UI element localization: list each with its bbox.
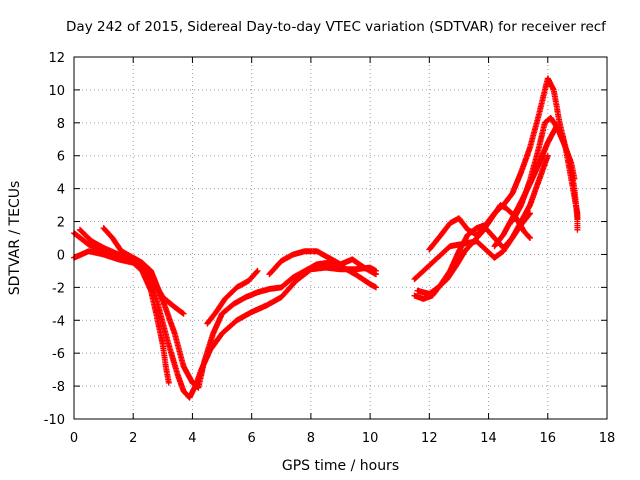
x-tick-label: 0 bbox=[70, 431, 78, 446]
y-tick-label: 6 bbox=[57, 150, 65, 165]
x-tick-label: 18 bbox=[599, 431, 616, 446]
y-tick-label: 0 bbox=[57, 248, 65, 263]
x-axis-label: GPS time / hours bbox=[282, 458, 399, 474]
y-tick-label: 2 bbox=[57, 216, 65, 231]
y-tick-label: 10 bbox=[48, 84, 65, 99]
y-tick-label: -2 bbox=[52, 281, 65, 296]
plus-markers bbox=[266, 248, 379, 278]
y-tick-label: -10 bbox=[44, 413, 65, 428]
y-tick-label: -8 bbox=[52, 380, 65, 395]
plus-markers bbox=[204, 267, 261, 327]
y-tick-label: -6 bbox=[52, 347, 65, 362]
plus-markers bbox=[509, 114, 581, 225]
y-tick-label: 12 bbox=[48, 51, 65, 66]
x-tick-label: 8 bbox=[307, 431, 315, 446]
series-arc12 bbox=[509, 114, 581, 225]
plus-markers bbox=[76, 226, 187, 317]
x-tick-label: 4 bbox=[188, 431, 196, 446]
y-tick-label: 4 bbox=[57, 183, 65, 198]
series-arc3 bbox=[76, 226, 187, 317]
plus-markers bbox=[100, 225, 379, 391]
series-arc4 bbox=[100, 225, 379, 391]
grid-lines bbox=[74, 57, 607, 419]
series-arc2 bbox=[71, 248, 172, 386]
data-points bbox=[71, 75, 581, 401]
y-tick-label: -4 bbox=[52, 314, 65, 329]
plus-markers bbox=[426, 152, 551, 253]
x-tick-label: 10 bbox=[362, 431, 379, 446]
x-tick-label: 14 bbox=[480, 431, 497, 446]
series-arc5 bbox=[204, 267, 261, 327]
axis-ticks: 0 2 4 6 8 10 12 14 16 18 -10 -8 -6 -4 -2 0 2 4 6 8 10 12 bbox=[44, 51, 616, 446]
plot-frame bbox=[73, 56, 608, 420]
y-tick-label: 8 bbox=[57, 117, 65, 132]
y-axis-label: SDTVAR / TECUs bbox=[7, 181, 23, 296]
series-arc10 bbox=[426, 152, 551, 253]
chart-title: Day 242 of 2015, Sidereal Day-to-day VTE… bbox=[66, 19, 607, 35]
x-tick-label: 16 bbox=[540, 431, 557, 446]
plus-markers bbox=[71, 248, 172, 386]
x-tick-label: 2 bbox=[129, 431, 137, 446]
x-tick-label: 6 bbox=[248, 431, 256, 446]
x-tick-label: 12 bbox=[421, 431, 438, 446]
series-arc6 bbox=[266, 248, 379, 278]
